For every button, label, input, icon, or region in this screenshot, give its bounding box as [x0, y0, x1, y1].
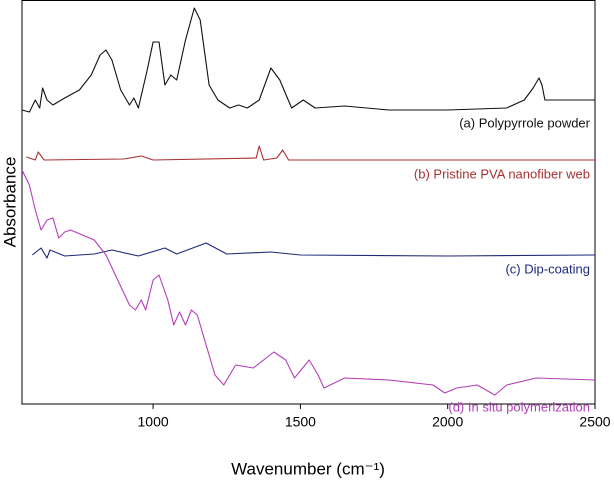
spectrum-line: [31, 242, 596, 259]
series-label: (b) Pristine PVA nanofiber web: [414, 166, 590, 181]
spectrum-line: [21, 169, 596, 396]
x-axis-label: Wavenumber (cm⁻¹): [231, 459, 385, 478]
series-label: (c) Dip-coating: [505, 261, 590, 276]
spectrum-line: [21, 7, 595, 113]
plot-frame: [21, 0, 596, 405]
series-label: (d) In situ polymerization: [448, 399, 590, 414]
y-axis-label: Absorbance: [0, 157, 19, 248]
spectrum-line: [26, 145, 595, 161]
x-tick-label: 1000: [138, 414, 169, 430]
x-tick-label: 2000: [432, 414, 463, 430]
x-tick-label: 2500: [579, 414, 610, 430]
series-label: (a) Polypyrrole powder: [459, 115, 590, 130]
x-tick-label: 1500: [285, 414, 316, 430]
